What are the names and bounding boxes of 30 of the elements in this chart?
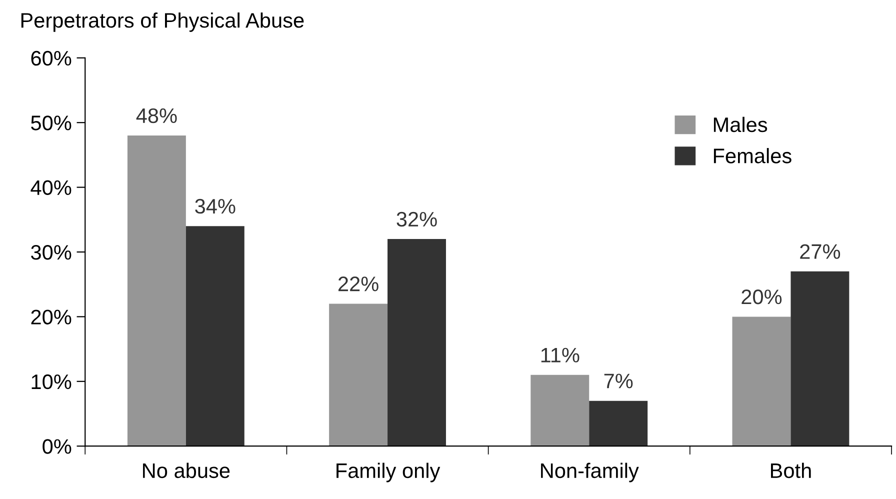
legend-label: Males [714,116,768,132]
data-label: 22% [338,276,378,292]
data-label: 48% [136,108,177,124]
data-label: 27% [800,244,840,259]
data-label: 20% [742,289,782,304]
y-tick-label: 20% [31,310,72,324]
x-tick-label: Both [771,462,811,478]
bar [790,271,850,446]
y-tick-label: 10% [32,374,72,390]
chart-title: Perpetrators of Physical Abuse [21,12,304,32]
x-tick-label: No abuse [143,462,230,478]
data-label: 34% [195,198,236,214]
bar [186,226,244,446]
bar [589,400,648,446]
bar [530,374,590,446]
bar [127,136,186,446]
bar [388,239,446,446]
bar [329,304,388,446]
y-tick-label: 0% [42,439,72,454]
y-tick-label: 30% [31,244,72,260]
data-label: 11% [541,348,580,362]
y-tick-label: 40% [30,180,72,196]
bar [732,316,791,446]
y-tick-label: 50% [31,116,72,130]
x-tick-label: Non-family [541,462,639,482]
data-label: 32% [396,212,437,227]
legend-label: Females [714,148,792,164]
x-tick-label: Family only [336,462,440,482]
y-tick-label: 60% [31,50,72,66]
data-label: 7% [604,374,633,388]
